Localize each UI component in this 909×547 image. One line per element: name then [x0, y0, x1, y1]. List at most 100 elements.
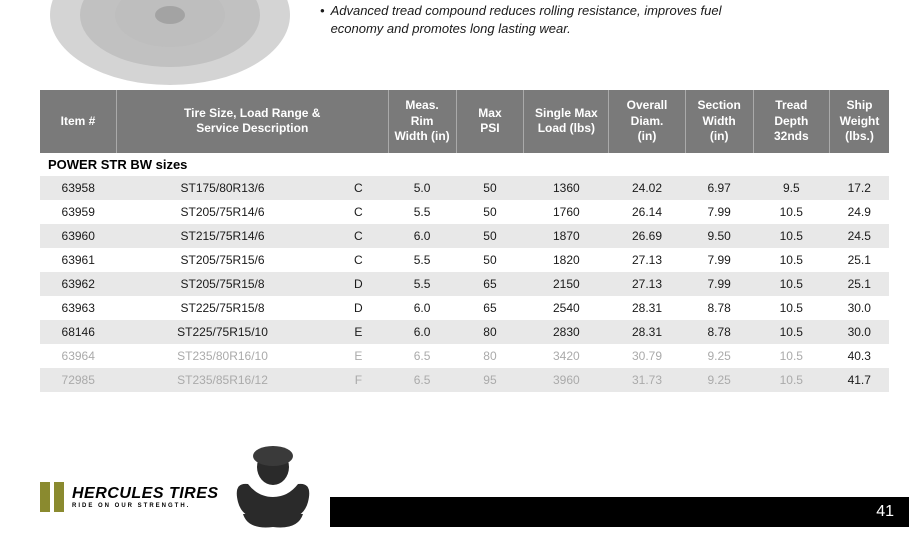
cell-tread: 10.5	[753, 344, 829, 368]
table-body: POWER STR BW sizes 63958ST175/80R13/6C5.…	[40, 153, 889, 392]
cell-diam: 24.02	[609, 176, 685, 200]
cell-size: ST215/75R14/6	[116, 224, 328, 248]
table-row: 63963ST225/75R15/8D6.065254028.318.7810.…	[40, 296, 889, 320]
hercules-mascot-icon	[218, 442, 328, 542]
cell-diam: 27.13	[609, 248, 685, 272]
cell-size: ST225/75R15/10	[116, 320, 328, 344]
cell-psi: 50	[456, 248, 524, 272]
cell-diam: 28.31	[609, 296, 685, 320]
cell-width: 6.97	[685, 176, 753, 200]
cell-psi: 65	[456, 272, 524, 296]
cell-item: 63961	[40, 248, 116, 272]
cell-width: 9.25	[685, 368, 753, 392]
table-row: 63964ST235/80R16/10E6.580342030.799.2510…	[40, 344, 889, 368]
cell-rim: 5.0	[388, 176, 456, 200]
cell-lr: C	[329, 248, 388, 272]
cell-ship: 41.7	[830, 368, 889, 392]
cell-diam: 30.79	[609, 344, 685, 368]
cell-width: 8.78	[685, 320, 753, 344]
cell-load: 2540	[524, 296, 609, 320]
cell-load: 2830	[524, 320, 609, 344]
col-rim: Meas. RimWidth (in)	[388, 90, 456, 153]
cell-item: 63959	[40, 200, 116, 224]
table-row: 63959ST205/75R14/6C5.550176026.147.9910.…	[40, 200, 889, 224]
cell-load: 2150	[524, 272, 609, 296]
col-diam: OverallDiam.(in)	[609, 90, 685, 153]
cell-tread: 10.5	[753, 272, 829, 296]
cell-load: 3420	[524, 344, 609, 368]
cell-ship: 25.1	[830, 248, 889, 272]
cell-lr: C	[329, 224, 388, 248]
cell-psi: 50	[456, 176, 524, 200]
col-tread: Tread Depth32nds	[753, 90, 829, 153]
cell-rim: 5.5	[388, 248, 456, 272]
cell-ship: 17.2	[830, 176, 889, 200]
cell-item: 63962	[40, 272, 116, 296]
cell-lr: C	[329, 200, 388, 224]
col-ship: ShipWeight(lbs.)	[830, 90, 889, 153]
brand-text: HERCULES TIRES RIDE ON OUR STRENGTH.	[72, 485, 219, 509]
cell-lr: C	[329, 176, 388, 200]
table-row: 63961ST205/75R15/6C5.550182027.137.9910.…	[40, 248, 889, 272]
cell-diam: 26.14	[609, 200, 685, 224]
cell-load: 3960	[524, 368, 609, 392]
cell-tread: 10.5	[753, 320, 829, 344]
cell-psi: 65	[456, 296, 524, 320]
logo-bars-icon	[40, 482, 64, 512]
cell-item: 63960	[40, 224, 116, 248]
cell-size: ST175/80R13/6	[116, 176, 328, 200]
col-item: Item #	[40, 90, 116, 153]
cell-psi: 50	[456, 224, 524, 248]
tire-product-image	[40, 0, 300, 90]
cell-rim: 6.0	[388, 224, 456, 248]
cell-lr: E	[329, 344, 388, 368]
cell-ship: 30.0	[830, 296, 889, 320]
cell-load: 1360	[524, 176, 609, 200]
table-row: 63962ST205/75R15/8D5.565215027.137.9910.…	[40, 272, 889, 296]
cell-item: 68146	[40, 320, 116, 344]
cell-size: ST235/85R16/12	[116, 368, 328, 392]
cell-load: 1760	[524, 200, 609, 224]
cell-load: 1820	[524, 248, 609, 272]
cell-width: 9.25	[685, 344, 753, 368]
table-header: Item # Tire Size, Load Range &Service De…	[40, 90, 889, 153]
cell-rim: 6.0	[388, 296, 456, 320]
cell-tread: 10.5	[753, 368, 829, 392]
cell-diam: 27.13	[609, 272, 685, 296]
section-label: POWER STR BW sizes	[40, 153, 889, 176]
cell-ship: 40.3	[830, 344, 889, 368]
cell-size: ST225/75R15/8	[116, 296, 328, 320]
col-width: SectionWidth(in)	[685, 90, 753, 153]
cell-width: 8.78	[685, 296, 753, 320]
cell-tread: 10.5	[753, 224, 829, 248]
cell-item: 72985	[40, 368, 116, 392]
cell-width: 7.99	[685, 248, 753, 272]
cell-tread: 10.5	[753, 200, 829, 224]
cell-diam: 26.69	[609, 224, 685, 248]
cell-psi: 95	[456, 368, 524, 392]
table-row: 63960ST215/75R14/6C6.050187026.699.5010.…	[40, 224, 889, 248]
footer: HERCULES TIRES RIDE ON OUR STRENGTH. 41	[0, 442, 909, 542]
cell-diam: 31.73	[609, 368, 685, 392]
col-tire-size: Tire Size, Load Range &Service Descripti…	[116, 90, 388, 153]
brand-logo: HERCULES TIRES RIDE ON OUR STRENGTH.	[40, 482, 219, 512]
cell-size: ST235/80R16/10	[116, 344, 328, 368]
cell-size: ST205/75R14/6	[116, 200, 328, 224]
cell-width: 7.99	[685, 200, 753, 224]
cell-tread: 10.5	[753, 296, 829, 320]
cell-size: ST205/75R15/8	[116, 272, 328, 296]
cell-size: ST205/75R15/6	[116, 248, 328, 272]
cell-lr: F	[329, 368, 388, 392]
cell-item: 63964	[40, 344, 116, 368]
table-row: 68146ST225/75R15/10E6.080283028.318.7810…	[40, 320, 889, 344]
cell-width: 7.99	[685, 272, 753, 296]
cell-width: 9.50	[685, 224, 753, 248]
cell-rim: 6.5	[388, 368, 456, 392]
feature-bullet: • Advanced tread compound reduces rollin…	[320, 2, 909, 37]
cell-ship: 25.1	[830, 272, 889, 296]
cell-tread: 9.5	[753, 176, 829, 200]
cell-rim: 5.5	[388, 272, 456, 296]
cell-psi: 80	[456, 344, 524, 368]
cell-item: 63963	[40, 296, 116, 320]
cell-lr: D	[329, 272, 388, 296]
